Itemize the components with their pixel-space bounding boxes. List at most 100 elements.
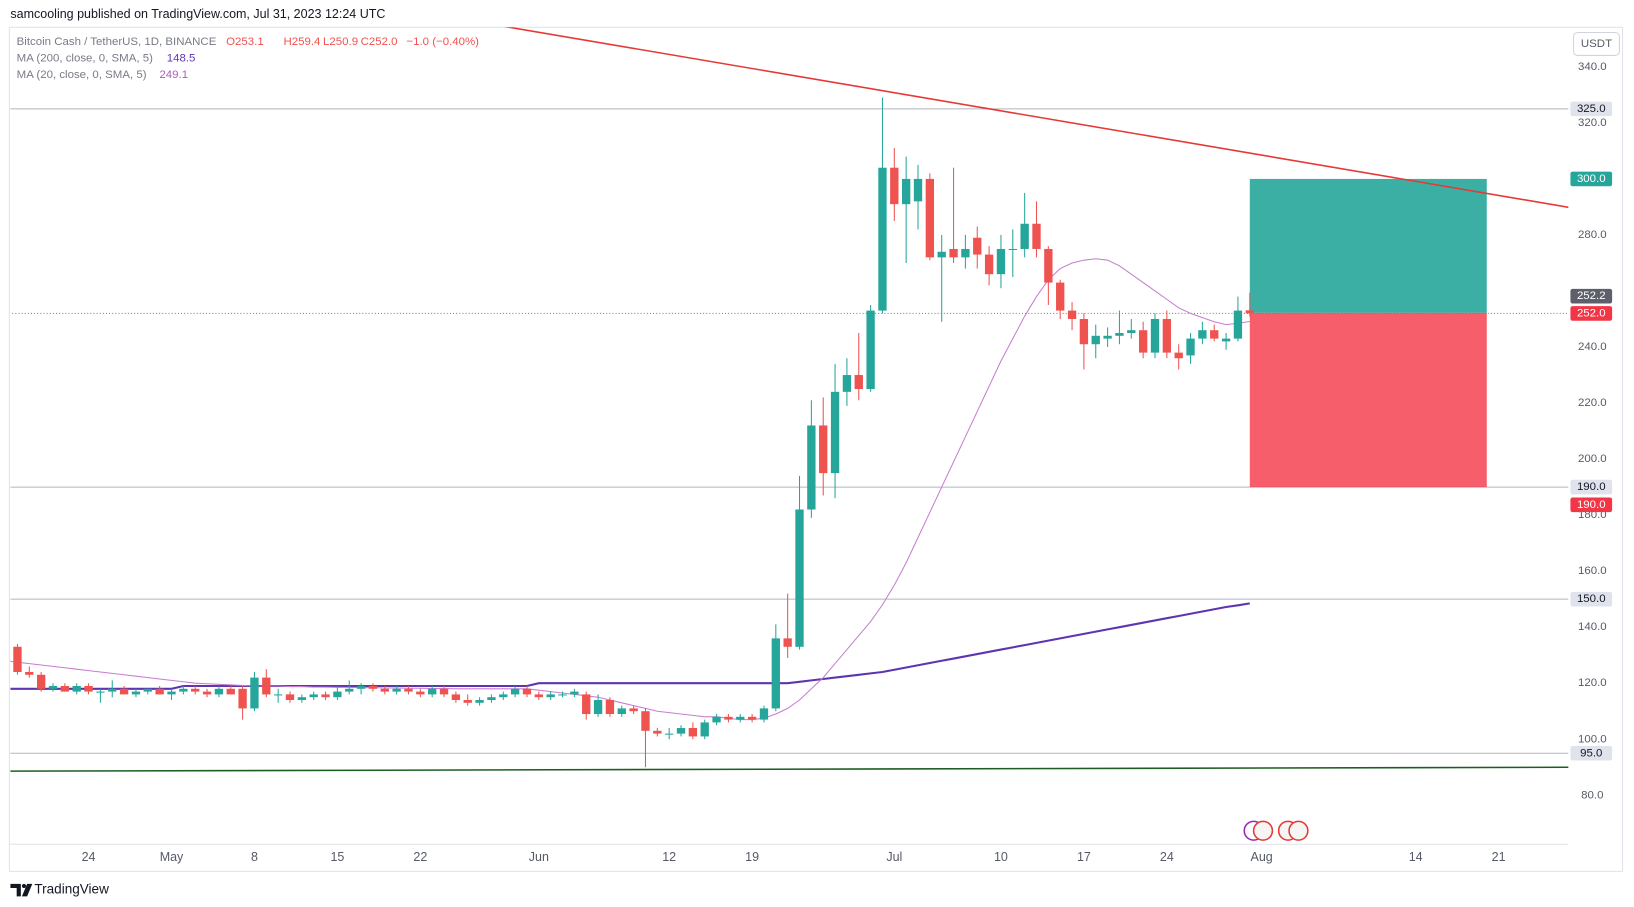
candle-body: [463, 700, 472, 703]
candle-body: [629, 708, 638, 712]
price-tag-label: 252.2: [1577, 290, 1606, 302]
candle-body: [534, 694, 543, 698]
legend-ma20: MA (20, close, 0, SMA, 5): [17, 69, 147, 81]
candle-body: [226, 688, 235, 695]
candle-body: [119, 688, 129, 695]
y-tick-label: 220.0: [1578, 397, 1607, 409]
candle-body: [700, 722, 709, 737]
candle-body: [1138, 330, 1148, 353]
candle-body: [617, 708, 626, 715]
y-tick-label: 200.0: [1578, 453, 1607, 465]
candle-body: [937, 251, 946, 258]
event-icons[interactable]: [1243, 820, 1309, 841]
x-tick-label: 21: [1492, 850, 1506, 864]
candle-body: [273, 694, 283, 696]
candle-body: [1079, 318, 1089, 345]
candle-body: [961, 248, 970, 258]
y-tick-label: 120.0: [1578, 677, 1607, 689]
candle-body: [842, 375, 852, 392]
x-tick-label: Jul: [886, 850, 902, 864]
candle-body: [356, 685, 366, 689]
price-tag: [1570, 591, 1613, 607]
moving-average: [10, 602, 1250, 690]
x-tick-label: Jun: [529, 850, 549, 864]
profit-zone: [1249, 178, 1487, 313]
candle-body: [404, 688, 413, 692]
logo-dot: [21, 883, 27, 889]
candle-body: [392, 688, 401, 692]
candle-body: [214, 688, 224, 695]
candle-body: [321, 694, 330, 698]
candle-body: [25, 671, 34, 675]
price-tag: [1570, 306, 1613, 321]
price-tag: [1570, 171, 1613, 187]
candle-body: [309, 694, 318, 698]
price-tag-label: 190.0: [1577, 499, 1606, 511]
candle-body: [84, 685, 93, 692]
event-icon[interactable]: [1252, 820, 1274, 841]
event-icon[interactable]: [1288, 820, 1309, 841]
candle-body: [345, 688, 354, 692]
candle-body: [238, 688, 247, 709]
candle-body: [1115, 333, 1124, 336]
candle-body: [475, 700, 484, 703]
legend-symbol: Bitcoin Cash / TetherUS, 1D, BINANCE: [17, 36, 217, 48]
candle-body: [724, 716, 733, 720]
candle-body: [1067, 310, 1077, 319]
candle-body: [1245, 310, 1254, 314]
candle-body: [1020, 223, 1029, 249]
candle-body: [1162, 318, 1172, 353]
loss-zone: [1249, 312, 1487, 488]
candle-body: [890, 167, 899, 205]
x-tick-label: May: [160, 850, 184, 864]
candle-body: [795, 509, 804, 647]
candle-body: [191, 688, 200, 692]
candle-body: [901, 178, 911, 205]
legend-low: L250.9: [323, 36, 358, 48]
x-tick-label: 8: [251, 850, 258, 864]
candle-body: [593, 700, 603, 715]
candle-body: [131, 691, 141, 695]
y-tick-label: 100.0: [1578, 733, 1607, 745]
price-tag: [1570, 479, 1613, 495]
candle-body: [712, 716, 721, 723]
price-tag-label: 190.0: [1577, 481, 1606, 493]
support-line: [10, 766, 1569, 772]
price-axis: 340.0 320.0 280.0 240.0 220.0 200.0 180.0 160.0…: [1570, 61, 1613, 801]
candle-body: [665, 733, 674, 735]
candle-body: [1127, 330, 1136, 334]
y-tick-label: 180.0: [1578, 509, 1607, 521]
candle-body: [558, 694, 567, 696]
candle-body: [570, 691, 579, 695]
currency-button[interactable]: [1573, 31, 1620, 56]
publisher: samcooling published on TradingView.com,…: [10, 7, 385, 21]
candle-body: [771, 638, 780, 709]
candle-body: [866, 310, 875, 390]
candle-body: [297, 697, 307, 701]
candle-body: [736, 716, 745, 720]
candle-body: [973, 237, 982, 255]
candle-body: [925, 178, 935, 258]
moving-average: [10, 258, 1250, 721]
candle-body: [996, 248, 1006, 275]
currency[interactable]: USDT: [1581, 38, 1612, 50]
candle-body: [1186, 338, 1195, 356]
candle-body: [688, 728, 698, 737]
x-tick-label: 14: [1409, 850, 1423, 864]
candle-body: [439, 688, 449, 695]
candle-body: [1008, 248, 1017, 251]
candle-body: [1044, 248, 1053, 283]
candle-body: [1233, 310, 1243, 339]
candle-body: [830, 391, 840, 474]
candle-body: [179, 688, 188, 692]
candle-body: [368, 685, 378, 689]
candle-body: [605, 700, 615, 715]
candle-body: [1221, 338, 1231, 342]
x-tick-label: 17: [1077, 850, 1091, 864]
price-tag: [1570, 288, 1613, 304]
logo-mark: [10, 883, 33, 897]
plot-area: [10, 27, 1569, 772]
candle-body: [499, 694, 508, 698]
legend-ma20-value: 249.1: [159, 69, 188, 81]
